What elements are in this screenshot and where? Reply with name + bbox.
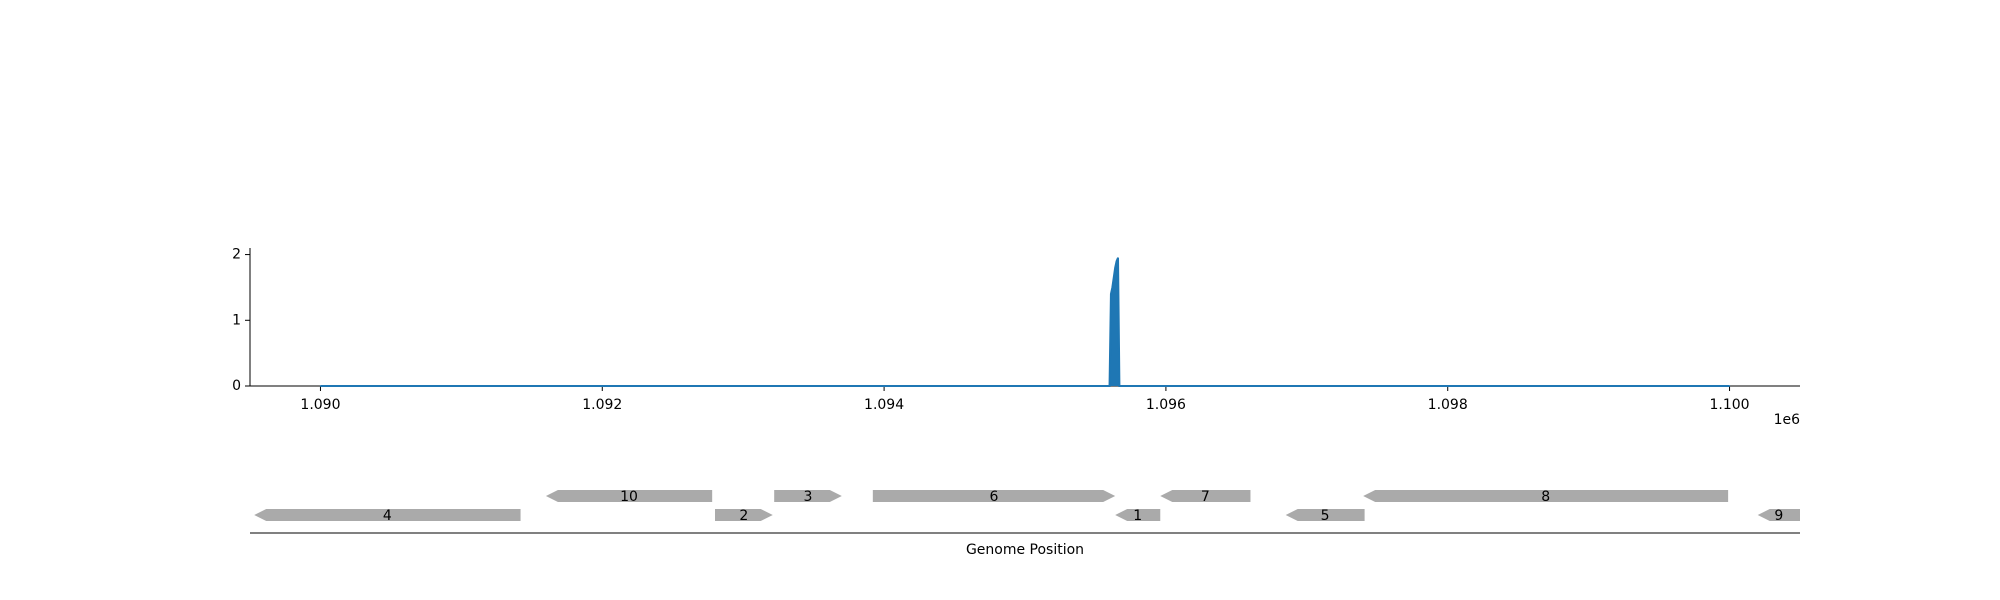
coverage-point xyxy=(1115,260,1118,262)
x-tick-label: 1.096 xyxy=(1146,397,1186,413)
gene-feature-10: 10 xyxy=(545,489,713,505)
gene-label: 1 xyxy=(1133,508,1142,524)
coverage-point xyxy=(1108,385,1111,387)
gene-label: 10 xyxy=(620,489,638,505)
gene-feature-1: 1 xyxy=(1115,508,1161,524)
coverage-line-0 xyxy=(320,257,1730,387)
coverage-point xyxy=(319,385,322,387)
coverage-point xyxy=(1728,385,1731,387)
y-axis-ticks: 0 1 2 xyxy=(232,247,250,394)
x-axis-ticks: 1.090 1.092 1.094 1.096 1.098 1.100 xyxy=(300,386,1750,413)
y-tick-label: 1 xyxy=(232,312,241,328)
gene-arrow xyxy=(715,509,773,521)
gene-arrow xyxy=(1160,490,1251,502)
coverage-point xyxy=(1117,257,1119,259)
gene-feature-6: 6 xyxy=(872,489,1116,505)
gene-feature-2: 2 xyxy=(715,508,773,524)
coverage-point xyxy=(1113,276,1115,279)
gene-label: 5 xyxy=(1321,508,1330,524)
gene-arrow xyxy=(1757,509,1800,521)
gene-features: 4 10 2 3 6 1 7 5 8 9 xyxy=(254,489,1800,524)
gene-feature-4: 4 xyxy=(254,508,521,524)
coverage-series xyxy=(319,257,1731,387)
gene-feature-8: 8 xyxy=(1363,489,1729,505)
x-tick-label: 1.100 xyxy=(1709,397,1749,413)
x-tick-label: 1.094 xyxy=(864,397,904,413)
gene-feature-7: 7 xyxy=(1160,489,1251,505)
gene-label: 7 xyxy=(1201,489,1210,505)
gene-label: 6 xyxy=(990,489,999,505)
gene-label: 9 xyxy=(1774,508,1783,524)
x-axis-label: Genome Position xyxy=(966,542,1084,558)
y-tick-label: 0 xyxy=(232,378,241,394)
x-tick-label: 1.090 xyxy=(300,397,340,413)
coverage-plot: 0 1 2 1.090 1.092 1.094 1.096 1.098 1.100 1e6 xyxy=(232,247,1800,428)
gene-label: 4 xyxy=(383,508,392,524)
x-axis-offset-label: 1e6 xyxy=(1774,412,1801,428)
gene-feature-9: 9 xyxy=(1757,508,1800,524)
coverage-point xyxy=(1118,385,1121,387)
coverage-point xyxy=(1114,267,1116,269)
y-tick-label: 2 xyxy=(232,247,241,263)
gene-arrow xyxy=(1285,509,1365,521)
gene-arrow xyxy=(545,490,713,502)
coverage-point xyxy=(1110,293,1112,295)
gene-arrow xyxy=(1363,490,1729,502)
gene-label: 2 xyxy=(739,508,748,524)
gene-arrow xyxy=(872,490,1116,502)
gene-feature-3: 3 xyxy=(774,489,842,505)
gene-arrow xyxy=(1115,509,1161,521)
gene-arrow xyxy=(254,509,521,521)
coverage-area-0 xyxy=(320,257,1730,386)
gene-label: 8 xyxy=(1541,489,1550,505)
x-tick-label: 1.092 xyxy=(582,397,622,413)
x-tick-label: 1.098 xyxy=(1428,397,1468,413)
coverage-point xyxy=(1111,286,1113,289)
gene-feature-5: 5 xyxy=(1285,508,1365,524)
gene-track: 4 10 2 3 6 1 7 5 8 9 Genome Position xyxy=(250,489,1800,558)
gene-label: 3 xyxy=(804,489,813,505)
gene-arrow xyxy=(774,490,842,502)
